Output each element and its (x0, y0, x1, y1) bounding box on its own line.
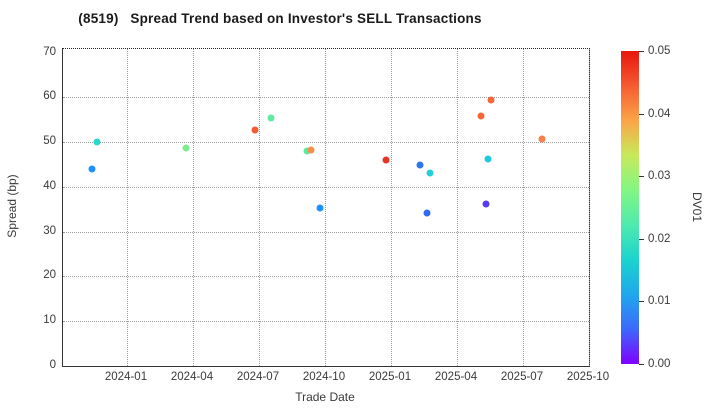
colorbar-label: DV01 (690, 191, 704, 223)
data-point (484, 155, 492, 163)
data-point (482, 200, 490, 208)
gridline-vertical (589, 49, 590, 366)
y-tick-label: 20 (43, 269, 56, 282)
colorbar-tick-label: 0.01 (648, 295, 671, 308)
x-axis-label: Trade Date (295, 390, 355, 404)
data-point (316, 204, 324, 211)
data-point (487, 96, 495, 104)
data-point (251, 126, 259, 134)
colorbar-gradient (621, 51, 639, 364)
colorbar-tick-label: 0.00 (648, 358, 671, 370)
data-point (416, 161, 424, 169)
data-point (267, 114, 275, 122)
gridline-vertical (259, 49, 260, 366)
colorbar-tick-mark (639, 113, 644, 115)
y-tick-label: 30 (43, 224, 56, 237)
data-point (88, 165, 96, 173)
colorbar-tick-mark (639, 51, 644, 52)
gridline-horizontal (63, 97, 589, 99)
gridline-horizontal (63, 231, 589, 233)
gridline-horizontal (63, 321, 589, 323)
gridline-vertical (193, 49, 194, 366)
x-tick-label: 2024-07 (236, 371, 280, 383)
data-point (423, 209, 431, 217)
colorbar-tick-mark (639, 238, 644, 240)
x-tick-label: 2024-01 (104, 371, 148, 383)
gridline-horizontal (63, 186, 589, 188)
gridline-horizontal (63, 276, 589, 278)
colorbar-tick-label: 0.04 (648, 107, 671, 120)
colorbar-tick-label: 0.02 (648, 232, 671, 245)
data-point (477, 112, 485, 120)
x-tick-label: 2024-04 (170, 371, 214, 383)
data-point (382, 156, 390, 164)
data-point (538, 135, 546, 143)
x-tick-label: 2025-07 (500, 371, 544, 383)
colorbar (621, 51, 639, 364)
data-point (303, 147, 311, 155)
gridline-vertical (325, 49, 326, 366)
gridline-horizontal (63, 142, 589, 144)
data-point (93, 138, 101, 146)
x-tick-label: 2025-04 (434, 371, 478, 383)
data-point (182, 144, 190, 151)
y-axis-label: Spread (bp) (5, 174, 19, 238)
plot-area (62, 48, 590, 367)
colorbar-tick-mark (639, 364, 644, 365)
y-tick-label: 70 (43, 45, 56, 58)
gridline-vertical (457, 49, 458, 366)
y-tick-label: 0 (49, 359, 56, 371)
colorbar-tick-mark (639, 176, 644, 178)
y-tick-label: 10 (43, 314, 56, 327)
data-point (426, 169, 434, 177)
y-tick-label: 60 (43, 90, 56, 103)
colorbar-tick-label: 0.03 (648, 170, 671, 183)
colorbar-tick-mark (639, 301, 644, 303)
x-tick-label: 2024-10 (302, 371, 346, 383)
x-tick-label: 2025-10 (566, 371, 610, 383)
colorbar-tick-label: 0.05 (648, 45, 671, 57)
gridline-vertical (391, 49, 392, 366)
y-tick-label: 40 (43, 179, 56, 192)
gridline-vertical (127, 49, 128, 366)
data-point (307, 146, 315, 154)
chart-title: (8519) Spread Trend based on Investor's … (78, 11, 482, 26)
x-tick-label: 2025-01 (368, 371, 412, 383)
y-tick-label: 50 (43, 135, 56, 148)
gridline-vertical (523, 49, 524, 366)
